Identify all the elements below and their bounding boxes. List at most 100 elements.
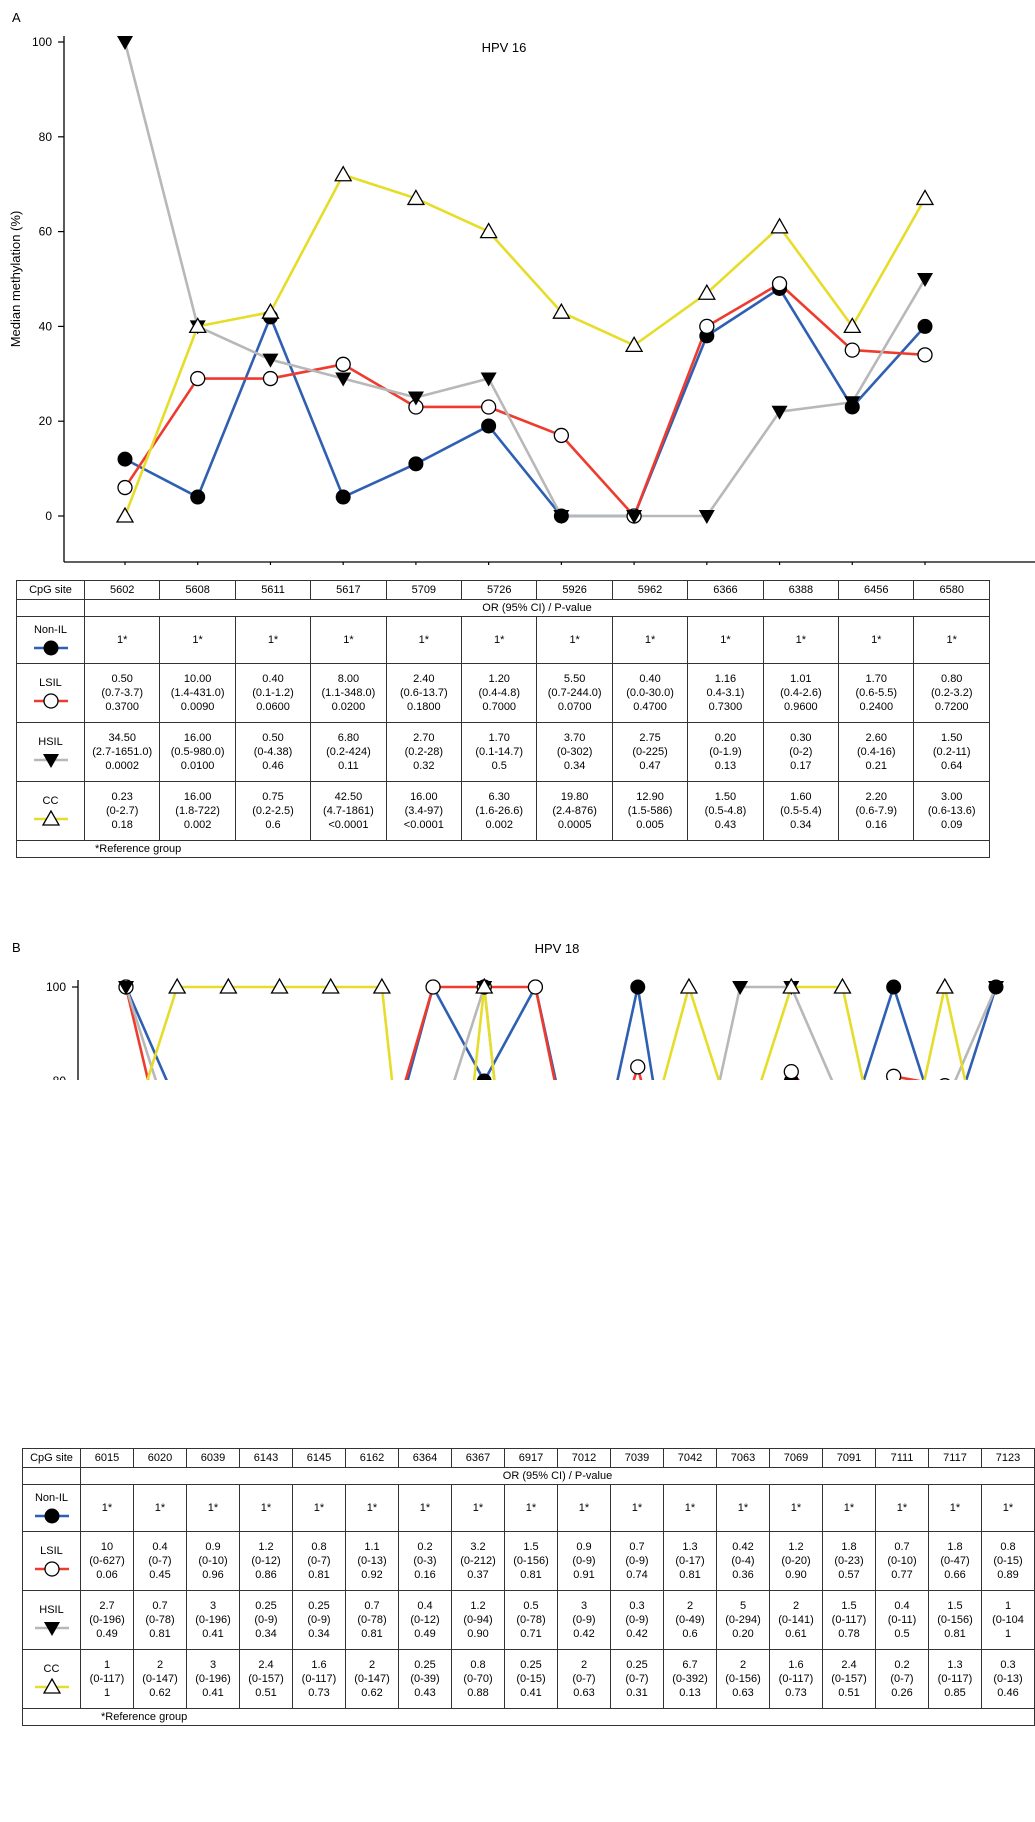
or-value-cell: 0.8 (0-15) 0.89	[981, 1531, 1035, 1591]
cpg-site-cell: 7042	[663, 1448, 717, 1468]
data-point-lsil	[480, 399, 497, 415]
or-value-cell: 1*	[310, 616, 387, 664]
legend-icon-cc	[34, 1677, 69, 1694]
or-value-cell: 1.50 (0.2-11) 0.64	[913, 722, 990, 782]
y-tick-label: 80	[39, 130, 53, 144]
legend-icon-cc	[33, 809, 68, 826]
group-label-cell: HSIL	[16, 722, 85, 782]
data-point-cc	[372, 977, 392, 994]
or-value-cell: 1*	[557, 1484, 611, 1532]
cpg-site-header: CpG site	[22, 1448, 81, 1468]
data-point-lsil	[527, 979, 544, 995]
or-value-cell: 0.25 (0-9) 0.34	[292, 1590, 346, 1650]
data-point-cc	[697, 283, 716, 300]
group-label: HSIL	[39, 1603, 64, 1616]
series-line-non-il	[124, 287, 926, 518]
group-label: CC	[43, 1662, 60, 1675]
data-point-lsil	[917, 347, 933, 363]
series-line-cc	[146, 985, 967, 1080]
chart-hpv16: 0 20 40 60 80 100 Median methylation (%) HPV 16	[8, 35, 1035, 565]
or-value-cell: 2 (0-147) 0.62	[345, 1649, 399, 1709]
or-value-cell: 1*	[345, 1484, 399, 1532]
or-value-cell: 19.80 (2.4-876) 0.0005	[536, 781, 613, 841]
data-point-hsil	[626, 510, 643, 524]
cpg-site-cell: 6143	[239, 1448, 293, 1468]
or-value-cell: 10.00 (1.4-431.0) 0.0090	[159, 663, 236, 723]
chart-title: HPV 16	[482, 40, 527, 55]
data-point-hsil	[771, 405, 788, 420]
legend-marker	[44, 1508, 59, 1523]
data-point-cc	[188, 317, 207, 334]
or-value-cell: 1*	[133, 1484, 187, 1532]
or-value-cell: 2.7 (0-196) 0.49	[80, 1590, 134, 1650]
legend-icon-hsil	[34, 1621, 69, 1636]
or-value-cell: 0.25 (0-39) 0.43	[398, 1649, 452, 1709]
data-point-cc	[115, 506, 135, 523]
data-point-cc	[270, 977, 289, 994]
data-point-lsil	[553, 427, 570, 444]
cpg-site-cell: 6456	[838, 580, 915, 600]
or-value-cell: 1*	[716, 1484, 770, 1532]
panel-label-a: A	[12, 10, 21, 25]
or-value-cell: 2 (0-156) 0.63	[716, 1649, 770, 1709]
or-value-cell: 6.7 (0-392) 0.13	[663, 1649, 717, 1709]
or-value-cell: 1*	[838, 616, 915, 664]
or-value-cell: 2 (0-141) 0.61	[769, 1590, 823, 1650]
or-value-cell: 0.3 (0-13) 0.46	[981, 1649, 1035, 1709]
table-header-row: CpG site 6015 6020 6039 6143 6145 6162 6364 6367…	[22, 1448, 1035, 1468]
subheader-blank	[22, 1467, 81, 1485]
series-points-hsil	[117, 36, 933, 524]
y-tick-label: 60	[39, 225, 53, 239]
data-point-hsil	[553, 510, 570, 524]
series-line-lsil	[123, 282, 926, 518]
legend-icon-hsil	[33, 753, 68, 768]
or-value-cell: 1*	[687, 616, 764, 664]
table-row-non-il: Non-IL 1* 1* 1* 1* 1* 1* 1* 1* 1* 1* 1* 1*	[16, 616, 990, 664]
or-value-cell: 2.20 (0.6-7.9) 0.16	[838, 781, 915, 841]
group-label-cell: CC	[22, 1649, 81, 1709]
table-row-lsil: LSIL 10 (0-627) 0.06 0.4 (0-7) 0.45 0.9 (0-10) 0.…	[22, 1531, 1035, 1591]
y-axis-label: Median methylation (%)	[8, 211, 23, 348]
group-label-cell: LSIL	[16, 663, 85, 723]
group-label: LSIL	[39, 676, 62, 689]
or-value-cell: 0.4 (0-11) 0.5	[875, 1590, 929, 1650]
data-point-cc	[935, 977, 954, 994]
y-tick-label: 20	[39, 414, 53, 428]
or-value-cell: 1*	[398, 1484, 452, 1532]
or-value-cell: 1.6 (0-117) 0.73	[292, 1649, 346, 1709]
table-subheader-row: OR (95% CI) / P-value	[22, 1467, 1035, 1485]
data-point-cc	[334, 165, 353, 182]
series-points-cc	[115, 165, 935, 523]
data-point-hsil	[917, 273, 933, 287]
or-value-cell: 1*	[875, 1484, 929, 1532]
cpg-site-cell: 6364	[398, 1448, 452, 1468]
or-value-cell: 1.70 (0.1-14.7) 0.5	[461, 722, 538, 782]
data-point-cc	[479, 222, 498, 239]
data-point-cc	[219, 977, 238, 994]
legend-icon-lsil	[34, 1560, 69, 1577]
or-value-cell: 0.9 (0-9) 0.91	[557, 1531, 611, 1591]
legend-marker	[42, 753, 59, 768]
data-point-hsil	[262, 353, 279, 368]
legend-marker	[42, 692, 59, 709]
data-point-lsil	[844, 342, 860, 358]
data-point-non-il	[630, 979, 646, 995]
or-value-cell: 16.00 (3.4-97) <0.0001	[385, 781, 463, 841]
y-tick-label: 100	[32, 35, 52, 49]
or-value-cell: 1*	[610, 1484, 664, 1532]
cpg-site-cell: 6162	[345, 1448, 399, 1468]
cpg-site-cell: 7063	[716, 1448, 770, 1468]
or-value-cell: 1.2 (0-94) 0.90	[451, 1590, 505, 1650]
or-value-cell: 3.00 (0.6-13.6) 0.09	[913, 781, 990, 841]
table-header-row: CpG site 5602 5608 5611 5617 5709 5726 5926 5962…	[16, 580, 990, 600]
or-value-cell: 34.50 (2.7-1651.0) 0.0002	[83, 722, 161, 782]
or-value-cell: 0.25 (0-15) 0.41	[504, 1649, 558, 1709]
data-point-hsil	[335, 372, 352, 387]
group-label: HSIL	[38, 735, 63, 748]
cpg-site-cell: 7111	[875, 1448, 929, 1468]
or-value-cell: 42.50 (4.7-1861) <0.0001	[310, 781, 387, 841]
or-value-cell: 2.4 (0-157) 0.51	[822, 1649, 876, 1709]
reference-group-footnote: *Reference group	[16, 840, 990, 858]
table-row-hsil: HSIL 2.7 (0-196) 0.49 0.7 (0-78) 0.81 3 (0-196) 0…	[22, 1590, 1035, 1650]
series-line-cc	[123, 173, 927, 517]
